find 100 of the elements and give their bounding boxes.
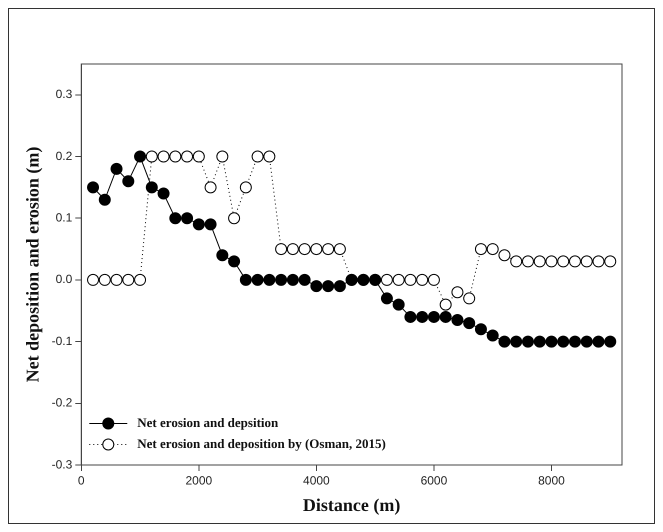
- point: [545, 255, 558, 268]
- point: [298, 274, 311, 286]
- point: [428, 274, 440, 286]
- point: [181, 212, 194, 224]
- legend-label: Net erosion and deposition by (Osman, 2015): [137, 436, 386, 451]
- point: [557, 255, 570, 268]
- point: [463, 317, 476, 330]
- point: [474, 243, 487, 256]
- legend-label: Net erosion and depsition: [137, 414, 280, 430]
- point: [322, 243, 334, 256]
- point: [98, 194, 111, 206]
- point: [263, 150, 276, 163]
- point: [428, 310, 440, 323]
- point: [204, 181, 217, 194]
- y-tick-label: -0.2: [52, 396, 73, 410]
- point: [404, 274, 416, 286]
- point: [592, 255, 604, 268]
- y-tick-label: 0.0: [56, 272, 73, 286]
- point: [240, 181, 252, 194]
- point: [545, 336, 558, 348]
- point: [158, 188, 170, 200]
- x-axis-title: Distance (m): [302, 494, 400, 515]
- x-tick-label: 4000: [303, 474, 330, 488]
- point: [158, 150, 170, 163]
- point: [275, 243, 288, 256]
- point: [451, 286, 464, 298]
- point: [510, 336, 522, 348]
- point: [463, 292, 476, 304]
- x-tick-label: 0: [78, 474, 85, 488]
- point: [275, 274, 288, 286]
- y-tick-label: -0.1: [52, 334, 73, 348]
- point: [322, 280, 334, 292]
- point: [216, 249, 228, 262]
- point: [192, 218, 205, 230]
- point: [298, 243, 311, 256]
- point: [240, 274, 252, 286]
- point: [451, 314, 464, 326]
- point: [534, 336, 546, 348]
- y-tick-label: -0.3: [52, 457, 73, 472]
- point: [122, 175, 134, 188]
- point: [134, 274, 146, 286]
- point: [252, 150, 264, 163]
- point: [604, 255, 616, 268]
- point: [592, 336, 604, 348]
- point: [110, 274, 123, 286]
- point: [580, 336, 593, 348]
- point: [557, 336, 570, 348]
- point: [286, 274, 299, 286]
- point: [580, 255, 593, 268]
- point: [98, 274, 111, 286]
- point: [146, 181, 158, 194]
- point: [110, 162, 123, 175]
- point: [392, 298, 405, 311]
- point: [440, 298, 452, 311]
- y-tick-label: 0.3: [56, 87, 73, 102]
- point: [228, 255, 240, 268]
- x-tick-label: 2000: [185, 474, 212, 488]
- point: [169, 212, 182, 224]
- point: [263, 274, 276, 286]
- point: [122, 274, 134, 286]
- point: [416, 274, 428, 286]
- y-axis-title: Net deposition and erosion (m): [22, 146, 42, 382]
- point: [181, 150, 194, 163]
- point: [134, 150, 146, 163]
- point: [392, 274, 405, 286]
- point: [510, 255, 522, 268]
- point: [534, 255, 546, 268]
- y-tick-label: 0.2: [56, 148, 73, 163]
- point: [310, 280, 322, 292]
- point: [216, 150, 228, 163]
- point: [146, 150, 158, 163]
- point: [498, 336, 510, 348]
- point: [498, 249, 510, 262]
- point: [522, 336, 534, 348]
- point: [228, 212, 240, 224]
- point: [380, 274, 393, 286]
- point: [310, 243, 322, 256]
- point: [169, 150, 182, 163]
- point: [334, 280, 346, 292]
- point: [404, 310, 416, 323]
- point: [568, 336, 581, 348]
- point: [87, 181, 100, 194]
- x-tick-label: 6000: [420, 474, 448, 488]
- point: [522, 255, 534, 268]
- y-tick-label: 0.1: [56, 210, 73, 225]
- point: [440, 310, 452, 323]
- point: [380, 292, 393, 304]
- point: [204, 218, 217, 230]
- point: [252, 274, 264, 286]
- point: [87, 274, 100, 286]
- point: [286, 243, 299, 256]
- point: [334, 243, 346, 256]
- point: [486, 329, 499, 342]
- x-tick-label: 8000: [538, 474, 566, 488]
- point: [568, 255, 581, 268]
- point: [604, 336, 616, 348]
- point: [192, 150, 205, 163]
- point: [416, 310, 428, 323]
- point: [474, 323, 487, 336]
- point: [486, 243, 499, 256]
